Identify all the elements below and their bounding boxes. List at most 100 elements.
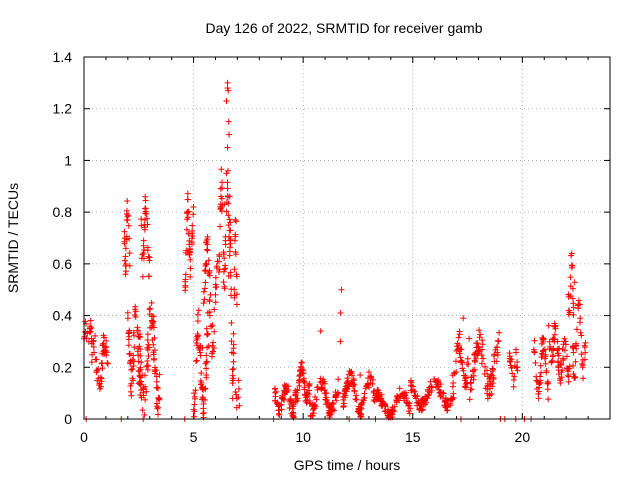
data-point (90, 343, 97, 350)
data-point (533, 377, 540, 384)
data-point (378, 398, 385, 405)
data-point (560, 356, 567, 363)
data-point (188, 241, 195, 248)
data-point (455, 334, 462, 341)
data-point (146, 306, 153, 313)
data-point (127, 388, 134, 395)
data-point (216, 253, 223, 260)
data-point (121, 257, 128, 264)
data-point (356, 405, 363, 412)
y-tick-label: 1.4 (53, 49, 73, 65)
data-point (542, 353, 549, 360)
data-point (453, 358, 460, 365)
data-point (204, 247, 211, 254)
data-point (91, 349, 98, 356)
data-point (126, 351, 133, 358)
data-point (481, 363, 488, 370)
data-point (572, 358, 579, 365)
data-point (353, 396, 360, 403)
data-point (565, 293, 572, 300)
data-point (460, 315, 467, 322)
data-point (565, 373, 572, 380)
data-point (565, 368, 572, 375)
data-point (468, 374, 475, 381)
data-point (137, 346, 144, 353)
data-point (220, 251, 227, 258)
data-point (94, 377, 101, 384)
data-point (129, 366, 136, 373)
data-point (471, 351, 478, 358)
data-point (226, 216, 233, 223)
data-point (483, 367, 490, 374)
data-point (232, 231, 239, 238)
data-point (467, 379, 474, 386)
data-point (578, 332, 585, 339)
data-point (190, 204, 197, 211)
data-point (558, 361, 565, 368)
data-point (579, 360, 586, 367)
data-point (82, 328, 89, 335)
data-point (227, 240, 234, 247)
data-point (396, 385, 403, 392)
data-point (531, 349, 538, 356)
data-point (193, 358, 200, 365)
data-point (367, 380, 374, 387)
data-point (569, 295, 576, 302)
data-point (280, 395, 287, 402)
data-point (569, 262, 576, 269)
data-point (198, 384, 205, 391)
data-point (468, 386, 475, 393)
data-point (478, 360, 485, 367)
data-point (197, 349, 204, 356)
data-point (374, 386, 381, 393)
data-point (125, 336, 132, 343)
data-point (132, 313, 139, 320)
data-point (212, 291, 219, 298)
data-point (486, 391, 493, 398)
data-point (128, 366, 135, 373)
data-point (490, 352, 497, 359)
data-point (217, 223, 224, 230)
data-point (453, 369, 460, 376)
data-point (454, 343, 461, 350)
data-point (225, 233, 232, 240)
data-point (363, 383, 370, 390)
data-point (390, 407, 397, 414)
data-point (214, 258, 221, 265)
data-point (129, 375, 136, 382)
data-point (487, 374, 494, 381)
y-tick-labels: 0 0.2 0.4 0.6 0.8 1 1.2 1.4 (53, 49, 73, 427)
data-point (225, 200, 232, 207)
data-point (192, 387, 199, 394)
data-point (226, 227, 233, 234)
data-point (409, 386, 416, 393)
data-point (212, 284, 219, 291)
data-point (221, 201, 228, 208)
data-point (576, 319, 583, 326)
data-point (200, 288, 207, 295)
data-point (93, 369, 100, 376)
data-point (153, 384, 160, 391)
data-point (456, 328, 463, 335)
data-point (312, 393, 319, 400)
data-point (571, 279, 578, 286)
data-point (232, 251, 239, 258)
data-point (148, 324, 155, 331)
data-point (393, 397, 400, 404)
data-point (235, 385, 242, 392)
data-point (464, 355, 471, 362)
data-point (542, 360, 549, 367)
data-point (92, 356, 99, 363)
data-point (467, 386, 474, 393)
data-point (203, 371, 210, 378)
data-point (414, 393, 421, 400)
data-point (203, 325, 210, 332)
data-point (399, 391, 406, 398)
data-point (218, 166, 225, 173)
data-point (104, 359, 111, 366)
y-tick-label: 1 (64, 152, 72, 168)
data-point (358, 412, 365, 419)
data-point (481, 370, 488, 377)
data-point (420, 401, 427, 408)
